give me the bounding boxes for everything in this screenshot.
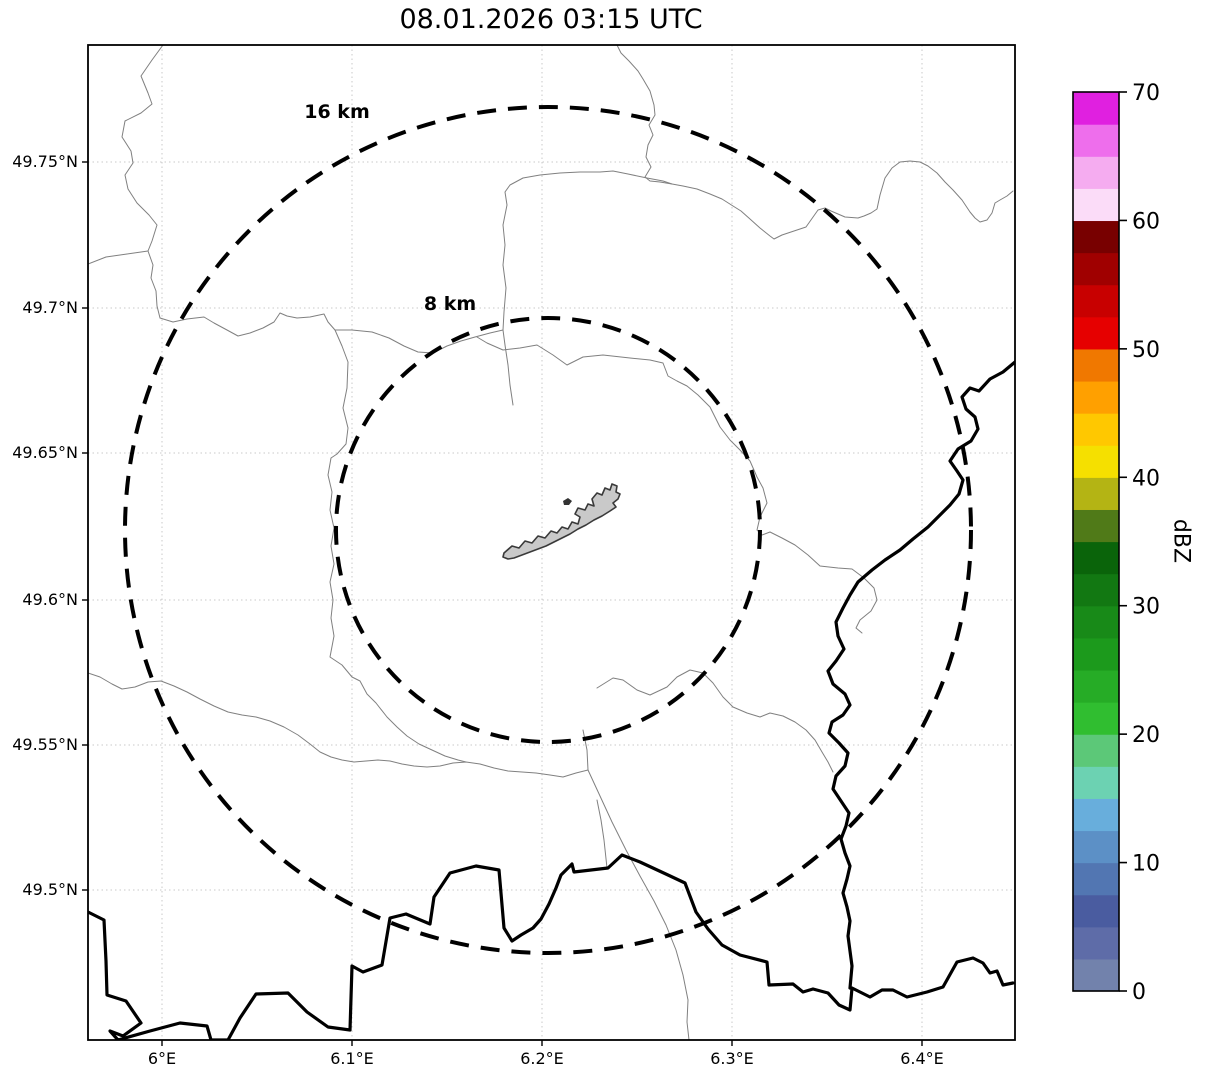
colorbar-segment — [1073, 766, 1119, 799]
admin-border-line — [769, 531, 878, 634]
colorbar-segment — [1073, 830, 1119, 864]
colorbar-segment — [1073, 220, 1119, 254]
colorbar-segment — [1073, 573, 1119, 607]
axes-frame — [87, 44, 1016, 1041]
axis-ticks: 6°E 6.1°E 6.2°E 6.3°E 6.4°E 49.75°N 49.7°N 49.6… — [12, 152, 944, 1068]
admin-border-line — [121, 45, 164, 252]
colorbar-segment — [1073, 156, 1119, 189]
urban-area-shape — [502, 483, 621, 560]
colorbar-tick-label: 40 — [1132, 466, 1160, 491]
admin-border-line — [327, 329, 467, 763]
colorbar-segment — [1073, 734, 1119, 767]
x-tick-label: 6.3°E — [710, 1049, 754, 1068]
map-features — [88, 45, 1015, 1040]
range-ring-8km — [334, 316, 762, 744]
y-tick-label: 49.7°N — [22, 298, 78, 317]
colorbar-segment — [1073, 348, 1119, 382]
colorbar-segment — [1073, 380, 1119, 414]
y-tick-label: 49.75°N — [12, 152, 78, 171]
colorbar-segment — [1073, 637, 1119, 671]
admin-border-line — [596, 669, 834, 773]
colorbar-segment — [1073, 958, 1119, 992]
colorbar-segment — [1073, 92, 1119, 125]
colorbar-segment — [1073, 509, 1119, 543]
colorbar-segment — [1073, 188, 1119, 222]
urban-area-mark — [563, 498, 572, 505]
colorbar-segment — [1073, 252, 1119, 286]
x-tick-label: 6.4°E — [900, 1049, 944, 1068]
y-tick-label: 49.55°N — [12, 735, 78, 754]
y-tick-label: 49.65°N — [12, 443, 78, 462]
y-tick-label: 49.6°N — [22, 590, 78, 609]
colorbar-tick-label: 0 — [1132, 980, 1146, 1005]
admin-border-line — [599, 160, 1014, 240]
colorbar-segment — [1073, 477, 1119, 510]
range-ring-16km — [123, 105, 973, 955]
colorbar-segment — [1073, 541, 1119, 575]
colorbar-tick-label: 50 — [1132, 338, 1160, 363]
x-tick-label: 6.1°E — [330, 1049, 374, 1068]
plot-title: 08.01.2026 03:15 UTC — [399, 4, 703, 35]
colorbar-segment — [1073, 316, 1119, 350]
admin-border-line — [88, 672, 589, 778]
colorbar: 0 10 20 30 40 50 60 70 — [1072, 81, 1160, 1005]
admin-border-line — [616, 45, 673, 185]
admin-border-line — [582, 729, 690, 1040]
colorbar-segment — [1073, 798, 1119, 832]
admin-border-line — [596, 799, 608, 869]
x-tick-label: 6.2°E — [520, 1049, 564, 1068]
admin-border-line — [502, 171, 601, 406]
x-tick-label: 6°E — [148, 1049, 176, 1068]
colorbar-segment — [1073, 124, 1119, 157]
range-ring-label-16km: 16 km — [304, 101, 370, 123]
range-ring-label-8km: 8 km — [423, 293, 477, 315]
colorbar-segment — [1073, 669, 1119, 703]
colorbar-segment — [1073, 605, 1119, 639]
country-border-line — [88, 853, 1015, 1040]
colorbar-tick-label: 30 — [1132, 595, 1160, 620]
colorbar-segment — [1073, 894, 1119, 928]
colorbar-segment — [1073, 702, 1119, 735]
colorbar-segment — [1073, 284, 1119, 318]
colorbar-segment — [1073, 862, 1119, 896]
colorbar-tick-label: 70 — [1132, 81, 1160, 106]
admin-border-line — [88, 250, 149, 265]
colorbar-frame — [1072, 91, 1120, 992]
colorbar-axis-label: dBZ — [1168, 518, 1194, 564]
admin-border-line — [476, 336, 771, 536]
colorbar-tick-label: 10 — [1132, 852, 1160, 877]
y-tick-label: 49.5°N — [22, 880, 78, 899]
admin-border-line — [147, 250, 161, 319]
colorbar-tick-label: 20 — [1132, 723, 1160, 748]
admin-border-line — [159, 312, 504, 354]
colorbar-segment — [1073, 413, 1119, 446]
colorbar-segment — [1073, 445, 1119, 478]
gridlines — [88, 45, 1015, 1040]
colorbar-tick-label: 60 — [1132, 209, 1160, 234]
colorbar-segment — [1073, 926, 1119, 960]
country-border-line — [826, 360, 1015, 990]
